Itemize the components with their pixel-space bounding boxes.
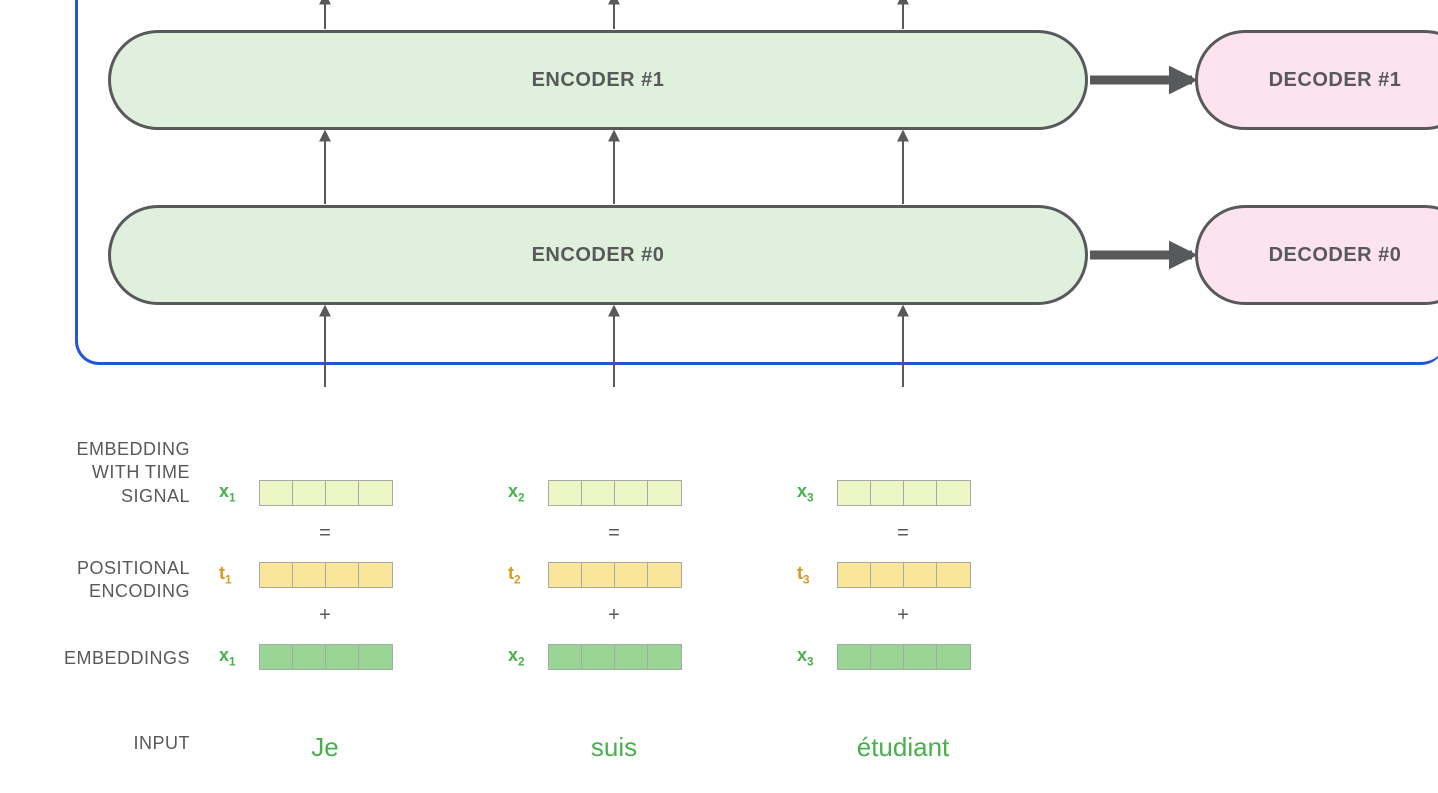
encoder0-label: ENCODER #0 (532, 244, 665, 267)
vector-cell (549, 563, 582, 587)
vec-label-t-0: t1 (219, 563, 232, 587)
vector-cell (871, 481, 904, 505)
row-label-embeddings: EMBEDDINGS (64, 647, 190, 670)
vec-label-sub: 2 (514, 574, 521, 587)
vector-cell (648, 645, 681, 669)
vector-t-0 (259, 562, 393, 588)
vec-label-sub: 3 (803, 574, 810, 587)
vector-cell (838, 645, 871, 669)
vector-x_time-2 (837, 480, 971, 506)
vec-label-sub: 3 (807, 492, 814, 505)
vec-label-x_embed-2: x3 (797, 645, 814, 669)
vector-t-2 (837, 562, 971, 588)
input-word-1: suis (591, 732, 637, 763)
vec-label-main: x (508, 645, 518, 665)
decoder0-block: DECODER #0 (1195, 205, 1438, 305)
input-word-2: étudiant (857, 732, 950, 763)
vec-label-x_embed-1: x2 (508, 645, 525, 669)
row-label-embedding_with_time: EMBEDDINGWITH TIMESIGNAL (76, 438, 190, 508)
op-plus-1: + (604, 604, 624, 627)
vector-t-1 (548, 562, 682, 588)
vector-cell (293, 481, 326, 505)
vec-label-x_time-2: x3 (797, 481, 814, 505)
vector-cell (615, 481, 648, 505)
vector-cell (615, 563, 648, 587)
vector-cell (937, 645, 970, 669)
vector-cell (326, 481, 359, 505)
vector-cell (904, 481, 937, 505)
vector-cell (838, 563, 871, 587)
op-equals-2: = (893, 522, 913, 545)
encoder0-block: ENCODER #0 (108, 205, 1088, 305)
vector-cell (582, 481, 615, 505)
vector-cell (260, 481, 293, 505)
vector-cell (293, 563, 326, 587)
vector-cell (582, 645, 615, 669)
vector-cell (871, 563, 904, 587)
vec-label-x_time-1: x2 (508, 481, 525, 505)
vector-x_time-0 (259, 480, 393, 506)
vector-cell (260, 645, 293, 669)
vector-cell (648, 481, 681, 505)
op-equals-0: = (315, 522, 335, 545)
vector-cell (937, 563, 970, 587)
op-plus-0: + (315, 604, 335, 627)
encoder1-label: ENCODER #1 (532, 69, 665, 92)
row-label-embeddings-line: EMBEDDINGS (64, 647, 190, 670)
vector-cell (359, 481, 392, 505)
row-label-embedding_with_time-line: SIGNAL (76, 485, 190, 508)
decoder1-label: DECODER #1 (1269, 69, 1402, 92)
vector-cell (937, 481, 970, 505)
row-label-embedding_with_time-line: WITH TIME (76, 461, 190, 484)
input-word-0: Je (311, 732, 338, 763)
vec-label-main: x (219, 481, 229, 501)
vector-cell (615, 645, 648, 669)
vector-cell (260, 563, 293, 587)
vector-cell (326, 563, 359, 587)
op-equals-1: = (604, 522, 624, 545)
vector-cell (871, 645, 904, 669)
vec-label-sub: 2 (518, 656, 525, 669)
vec-label-sub: 1 (229, 492, 236, 505)
op-plus-2: + (893, 604, 913, 627)
vector-cell (326, 645, 359, 669)
vector-cell (838, 481, 871, 505)
decoder1-block: DECODER #1 (1195, 30, 1438, 130)
vector-cell (359, 563, 392, 587)
row-label-embedding_with_time-line: EMBEDDING (76, 438, 190, 461)
vec-label-x_time-0: x1 (219, 481, 236, 505)
row-label-input: INPUT (134, 732, 191, 755)
vec-label-main: x (797, 645, 807, 665)
vector-cell (549, 481, 582, 505)
vector-cell (648, 563, 681, 587)
vector-cell (582, 563, 615, 587)
vec-label-sub: 3 (807, 656, 814, 669)
vector-cell (359, 645, 392, 669)
encoder1-block: ENCODER #1 (108, 30, 1088, 130)
vec-label-x_embed-0: x1 (219, 645, 236, 669)
vec-label-main: x (219, 645, 229, 665)
vec-label-sub: 1 (229, 656, 236, 669)
vec-label-t-2: t3 (797, 563, 810, 587)
vector-x_embed-0 (259, 644, 393, 670)
row-label-positional_encoding: POSITIONALENCODING (77, 557, 190, 604)
vector-cell (904, 563, 937, 587)
vector-cell (549, 645, 582, 669)
vector-cell (904, 645, 937, 669)
vec-label-sub: 2 (518, 492, 525, 505)
vec-label-main: x (508, 481, 518, 501)
row-label-input-line: INPUT (134, 732, 191, 755)
vector-x_embed-1 (548, 644, 682, 670)
row-label-positional_encoding-line: ENCODING (77, 580, 190, 603)
vector-x_time-1 (548, 480, 682, 506)
decoder0-label: DECODER #0 (1269, 244, 1402, 267)
vector-x_embed-2 (837, 644, 971, 670)
vec-label-main: x (797, 481, 807, 501)
row-label-positional_encoding-line: POSITIONAL (77, 557, 190, 580)
vec-label-sub: 1 (225, 574, 232, 587)
vec-label-t-1: t2 (508, 563, 521, 587)
vector-cell (293, 645, 326, 669)
